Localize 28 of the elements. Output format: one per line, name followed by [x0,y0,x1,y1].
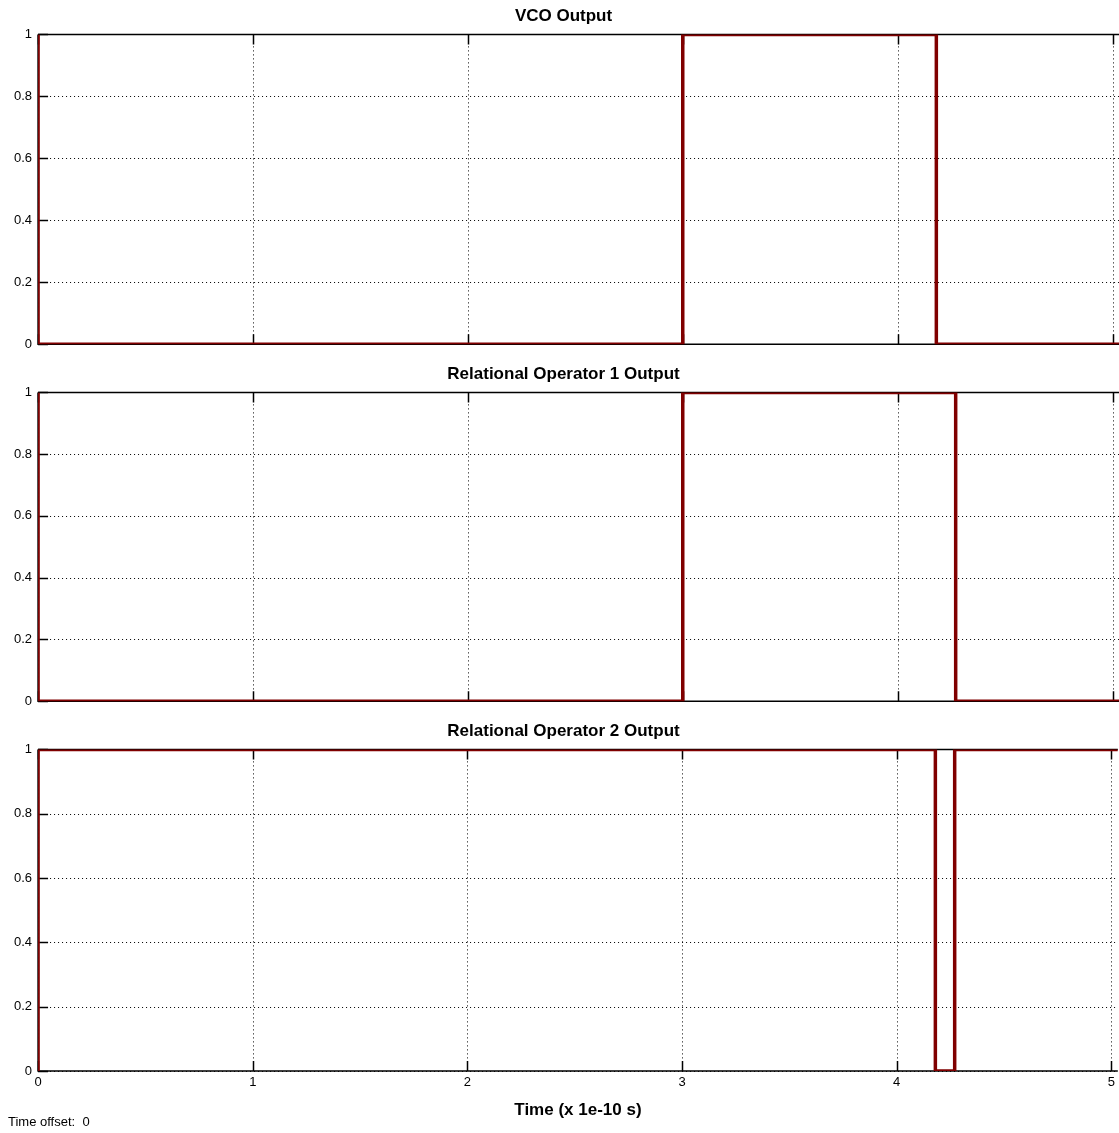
y-tick-label: 0.2 [13,631,33,647]
y-tick-label: 0 [24,335,33,351]
chart-title: Relational Operator 1 Output [447,363,681,383]
y-tick-label: 0.4 [13,569,33,585]
y-tick-label: 1 [24,383,33,399]
y-tick-label: 0.8 [13,445,33,461]
y-tick-label: 0.8 [13,87,33,103]
y-tick-label: 0 [24,692,33,708]
x-tick-label: 3 [678,1074,686,1090]
x-axis-title: Time (x 1e-10 s) [514,1100,642,1120]
x-tick-label: 4 [893,1074,901,1090]
y-tick-label: 1 [24,25,33,41]
y-tick-label: 0.4 [13,211,33,227]
y-tick-label: 0.6 [13,149,33,165]
y-tick-label: 0 [24,1062,33,1078]
chart-title: Relational Operator 2 Output [447,720,681,740]
chart-title: VCO Output [514,5,613,25]
y-tick-label: 0.6 [13,507,33,523]
y-tick-label: 0.8 [13,805,33,821]
text: Time offset: 0 [8,1114,90,1129]
y-tick-label: 1 [24,740,33,756]
y-tick-label: 0.2 [13,998,33,1014]
y-tick-label: 0.4 [13,933,33,949]
x-tick-label: 1 [249,1074,257,1090]
x-tick-label: 2 [463,1074,472,1090]
y-tick-label: 0.6 [13,869,33,885]
y-tick-label: 0.2 [13,273,33,289]
x-tick-label: 5 [1107,1074,1115,1090]
